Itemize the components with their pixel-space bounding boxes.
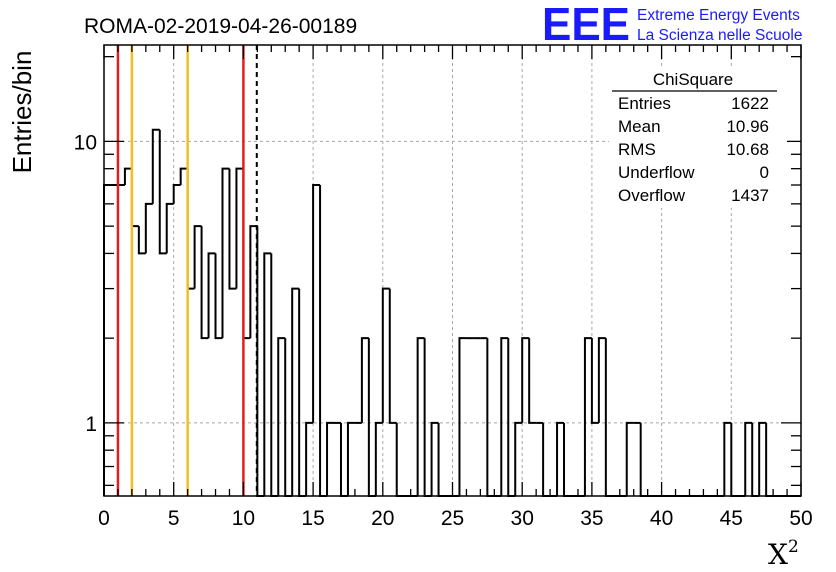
stats-box-background [609, 66, 787, 208]
x-axis-label-superscript: 2 [788, 537, 799, 557]
stat-label-mean: Mean [618, 117, 661, 136]
x-tick-label: 45 [720, 507, 743, 530]
histogram-bin [165, 202, 174, 254]
histogram-bin [263, 252, 272, 496]
histogram-bin [137, 226, 146, 255]
logo-line-1: Extreme Energy Events [637, 7, 800, 24]
histogram-bin [625, 421, 634, 496]
histogram-bin [305, 421, 314, 496]
histogram-bin [158, 129, 167, 255]
histogram-bin [172, 184, 181, 204]
stats-box: ChiSquare Entries 1622 Mean 10.96 RMS 10… [609, 66, 787, 208]
histogram-bin [758, 421, 767, 496]
histogram-bin [430, 421, 439, 496]
x-axis-label: X2 [768, 537, 799, 571]
stat-label-underflow: Underflow [618, 163, 695, 182]
histogram-bin [123, 167, 132, 186]
chart-title: ROMA-02-2019-04-26-00189 [84, 15, 357, 38]
logo-mark: EEE [542, 0, 630, 50]
eee-logo: EEE Extreme Energy Events La Scienza nel… [542, 0, 802, 50]
stat-label-rms: RMS [618, 140, 656, 159]
stat-value-overflow: 1437 [731, 186, 769, 205]
histogram-bin [200, 226, 209, 340]
stat-value-underflow: 0 [760, 163, 769, 182]
histogram-bin [500, 337, 509, 496]
histogram-bin [744, 421, 753, 496]
histogram-bin [388, 288, 397, 424]
histogram-bin [312, 184, 321, 423]
grid-lines [104, 45, 801, 496]
histogram-bin [277, 337, 286, 496]
y-tick-label: 1 [85, 413, 97, 436]
histogram-bin [528, 338, 537, 424]
stats-box-title: ChiSquare [653, 70, 733, 89]
histogram-bin [179, 167, 188, 186]
histogram-bin [583, 337, 592, 496]
histogram-bin [590, 338, 599, 424]
histogram-bin [326, 421, 335, 496]
x-tick-label: 5 [168, 507, 180, 530]
x-axis-label-main: X [768, 538, 788, 571]
histogram-bin [374, 421, 383, 496]
histogram-bin [723, 421, 732, 496]
stat-value-entries: 1622 [731, 94, 769, 113]
stat-label-overflow: Overflow [618, 186, 686, 205]
stat-label-entries: Entries [618, 94, 671, 113]
histogram-bin [214, 253, 223, 340]
reference-lines [116, 45, 258, 496]
histogram-bin [291, 287, 300, 496]
histogram-bin [514, 421, 523, 496]
histogram-bin [235, 167, 244, 289]
x-tick-label: 20 [371, 507, 394, 530]
histogram-bin [458, 337, 467, 496]
histogram-bin [228, 168, 237, 290]
x-tick-label: 50 [789, 507, 812, 530]
y-axis-label: Entries/bin [7, 51, 37, 174]
histogram-bin [346, 421, 355, 496]
histogram-bin [144, 202, 153, 254]
x-tick-label: 35 [580, 507, 603, 530]
histogram-bin [193, 225, 202, 289]
x-tick-label: 15 [301, 507, 324, 530]
histogram-bin [556, 421, 565, 496]
histogram-bin [521, 337, 530, 423]
histogram-bin [597, 337, 606, 423]
histogram-bin [207, 252, 216, 339]
histogram-bin [221, 167, 230, 339]
histogram-bin [416, 337, 425, 496]
histogram-bin [381, 287, 390, 423]
x-tick-label: 40 [650, 507, 673, 530]
x-tick-label: 30 [511, 507, 534, 530]
stat-value-mean: 10.96 [726, 117, 769, 136]
axes: 0 5 10 15 20 25 30 35 40 45 50 1 10 [74, 44, 813, 530]
stat-value-rms: 10.68 [726, 140, 769, 159]
histogram-bin [249, 225, 258, 339]
histogram-bin [151, 128, 160, 204]
histogram-bin [360, 337, 369, 423]
x-tick-label: 25 [441, 507, 464, 530]
logo-line-2: La Scienza nelle Scuole [637, 27, 802, 44]
x-tick-label: 10 [232, 507, 255, 530]
y-tick-label: 10 [74, 131, 97, 154]
x-tick-label: 0 [98, 507, 110, 530]
